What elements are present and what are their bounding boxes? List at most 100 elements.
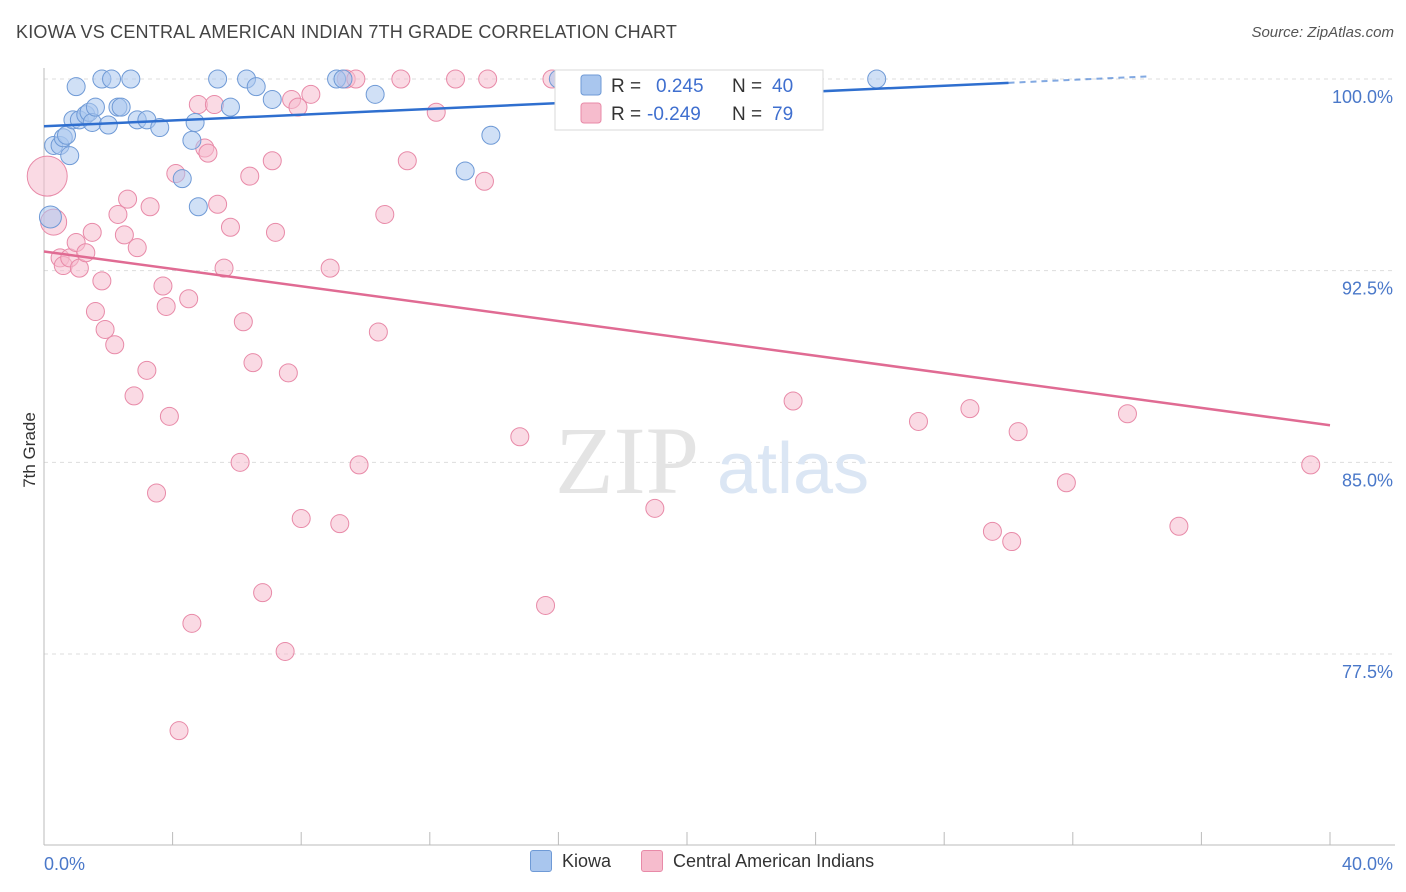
central-point: [140, 197, 160, 217]
y-tick-label: 92.5%: [1342, 279, 1393, 299]
kiowa-point: [220, 97, 240, 117]
kiowa-point: [188, 197, 208, 217]
central-point: [783, 391, 803, 411]
kiowa-point: [172, 169, 192, 189]
kiowa-point: [455, 161, 475, 181]
central-point: [510, 427, 530, 447]
central-point: [288, 97, 308, 117]
central-point: [368, 322, 388, 342]
central-point: [105, 335, 125, 355]
central-point: [108, 204, 128, 224]
central-point: [82, 222, 102, 242]
central-point: [182, 613, 202, 633]
central-point: [137, 360, 157, 380]
central-point: [391, 69, 411, 89]
x-tick-label: 40.0%: [1342, 854, 1393, 874]
stats-legend: R = 0.245 N = 40 R = -0.249 N = 79: [554, 69, 824, 131]
kiowa-points: [38, 69, 887, 229]
central-point: [26, 155, 68, 197]
kiowa-point: [365, 84, 385, 104]
central-point: [265, 222, 285, 242]
central-point: [1169, 516, 1189, 536]
kiowa-point: [111, 97, 131, 117]
central-point: [375, 204, 395, 224]
kiowa-legend-swatch: [580, 74, 602, 96]
central-point: [474, 171, 494, 191]
central-point: [291, 509, 311, 529]
central-point: [349, 455, 369, 475]
kiowa-point: [333, 69, 353, 89]
central-r-label: R =: [611, 104, 641, 125]
central-point: [114, 225, 134, 245]
central-point: [478, 69, 498, 89]
central-point: [1301, 455, 1321, 475]
kiowa-point: [246, 77, 266, 97]
kiowa-n-label: N =: [732, 76, 762, 97]
central-point: [908, 411, 928, 431]
central-point: [645, 498, 665, 518]
central-point: [275, 641, 295, 661]
central-point: [188, 95, 208, 115]
y-axis-title: 7th Grade: [20, 412, 39, 488]
central-point: [92, 271, 112, 291]
legend-label-central: Central American Indians: [673, 850, 875, 871]
kiowa-trend-line: [43, 81, 1009, 128]
central-point: [208, 194, 228, 214]
kiowa-point: [82, 112, 102, 132]
central-point: [536, 595, 556, 615]
central-point: [960, 399, 980, 419]
central-n-label: N =: [732, 104, 762, 125]
central-point: [262, 151, 282, 171]
central-point: [85, 302, 105, 322]
central-point: [982, 521, 1002, 541]
kiowa-point: [85, 97, 105, 117]
central-point: [230, 452, 250, 472]
central-point: [243, 353, 263, 373]
central-point: [1002, 532, 1022, 552]
kiowa-swatch: [530, 850, 552, 872]
central-point: [278, 363, 298, 383]
source-credit: Source: ZipAtlas.com: [1251, 24, 1394, 41]
y-tick-label: 85.0%: [1342, 470, 1393, 490]
watermark-atlas: atlas: [717, 429, 869, 509]
central-point: [156, 296, 176, 316]
kiowa-r-label: R =: [611, 76, 641, 97]
kiowa-point: [98, 115, 118, 135]
central-point: [214, 258, 234, 278]
kiowa-r-value: 0.245: [656, 76, 704, 97]
watermark-zip: ZIP: [555, 407, 699, 514]
central-point: [1008, 422, 1028, 442]
central-point: [1117, 404, 1137, 424]
bottom-legend: Kiowa Central American Indians: [530, 850, 894, 872]
central-point: [124, 386, 144, 406]
trend-lines: [43, 75, 1331, 427]
central-trend-line: [43, 250, 1331, 427]
legend-item-central: Central American Indians: [641, 850, 874, 872]
kiowa-point: [60, 146, 80, 166]
central-point: [118, 189, 138, 209]
kiowa-point: [121, 69, 141, 89]
central-point: [1056, 473, 1076, 493]
central-point: [127, 238, 147, 258]
central-point: [397, 151, 417, 171]
central-point: [301, 84, 321, 104]
y-tick-label: 77.5%: [1342, 662, 1393, 682]
chart-title: KIOWA VS CENTRAL AMERICAN INDIAN 7TH GRA…: [16, 22, 678, 42]
axes: [43, 68, 1395, 846]
central-point: [220, 217, 240, 237]
x-tick-labels: 0.0% 40.0%: [44, 854, 1393, 874]
central-point: [330, 514, 350, 534]
central-american-points: [26, 69, 1321, 741]
kiowa-point: [150, 118, 170, 138]
central-point: [233, 312, 253, 332]
central-point: [426, 102, 446, 122]
central-n-value: 79: [772, 104, 793, 125]
kiowa-point: [185, 112, 205, 132]
central-point: [446, 69, 466, 89]
central-r-value: -0.249: [647, 104, 701, 125]
legend-label-kiowa: Kiowa: [562, 850, 612, 871]
y-tick-label: 100.0%: [1332, 87, 1393, 107]
legend-item-kiowa: Kiowa: [530, 850, 611, 872]
central-point: [204, 95, 224, 115]
x-tick-label: 0.0%: [44, 854, 85, 874]
